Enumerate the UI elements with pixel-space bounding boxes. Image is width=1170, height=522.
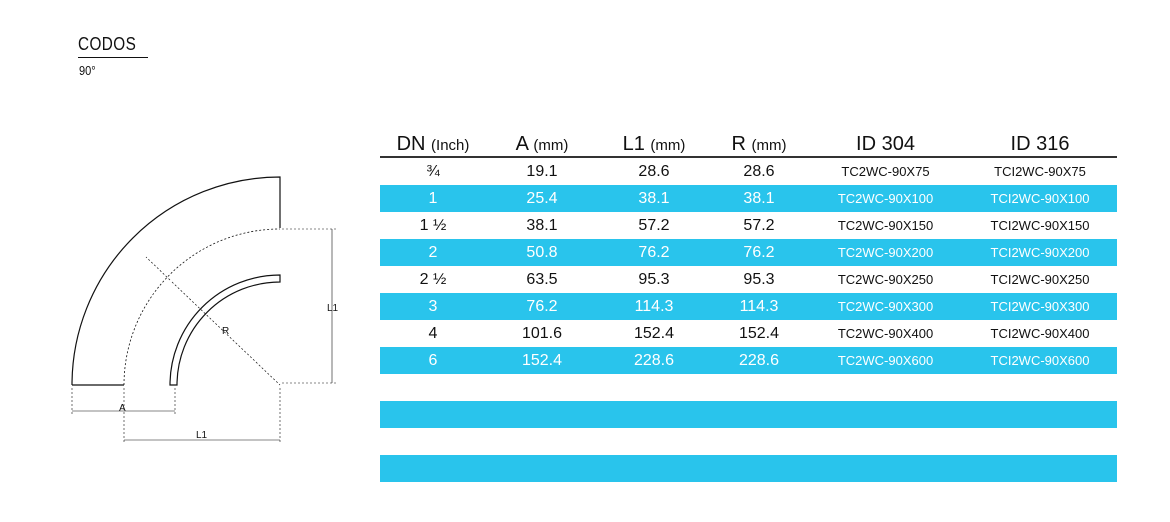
cell-a: 76.2	[486, 293, 598, 320]
title-underline	[78, 57, 148, 58]
cell-a: 152.4	[486, 347, 598, 374]
cell-r: 57.2	[743, 216, 775, 234]
cell-r: 152.4	[738, 324, 780, 342]
cell-id316: TCI2WC-90X300	[963, 293, 1117, 320]
cell-id304: TC2WC-90X150	[837, 218, 934, 233]
cell-id304: TC2WC-90X300	[808, 293, 963, 320]
header-id316: ID 316	[963, 132, 1117, 158]
header-r: R (mm)	[710, 132, 808, 158]
table-row-empty	[380, 428, 1117, 455]
cell-r: 228.6	[710, 347, 808, 374]
dim-l1-bottom-label: L1	[196, 430, 208, 441]
table-row: 1 ½ 38.1 57.2 57.2 TC2WC-90X150 TCI2WC-9…	[380, 212, 1117, 239]
cell-id304: TC2WC-90X100	[808, 185, 963, 212]
table-row: ¾ 19.1 28.6 28.6 TC2WC-90X75 TCI2WC-90X7…	[380, 157, 1117, 185]
cell-dn: 3	[380, 293, 486, 320]
cell-l1: 114.3	[598, 293, 710, 320]
cell-a: 25.4	[486, 185, 598, 212]
cell-id316: TCI2WC-90X150	[990, 218, 1090, 233]
cell-dn: 6	[380, 347, 486, 374]
cell-l1: 152.4	[633, 324, 675, 342]
cell-l1: 228.6	[598, 347, 710, 374]
elbow-inner-wall	[169, 274, 281, 386]
header-id304: ID 304	[808, 132, 963, 158]
cell-id304: TC2WC-90X75	[841, 164, 930, 179]
cell-dn: 4	[428, 324, 438, 342]
cell-id304: TC2WC-90X600	[808, 347, 963, 374]
cell-id316: TCI2WC-90X75	[994, 164, 1086, 179]
cell-a: 101.6	[521, 324, 563, 342]
cell-id304: TC2WC-90X200	[808, 239, 963, 266]
radius-line-outer	[145, 256, 171, 281]
cell-r: 114.3	[710, 293, 808, 320]
cell-r: 38.1	[710, 185, 808, 212]
page-subtitle: 90°	[79, 63, 96, 78]
cell-a: 50.8	[486, 239, 598, 266]
radius-label: R	[222, 326, 229, 337]
page-title: CODOS	[78, 34, 137, 54]
cell-id316: TCI2WC-90X600	[963, 347, 1117, 374]
cell-id316: TCI2WC-90X250	[990, 272, 1090, 287]
radius-line	[171, 281, 281, 386]
cell-id316: TCI2WC-90X200	[963, 239, 1117, 266]
cell-l1: 38.1	[598, 185, 710, 212]
header-dn: DN (Inch)	[380, 132, 486, 158]
cell-r: 28.6	[743, 162, 775, 180]
cell-a: 19.1	[526, 162, 558, 180]
table-row: 6 152.4 228.6 228.6 TC2WC-90X600 TCI2WC-…	[380, 347, 1117, 374]
table-row-empty	[380, 455, 1117, 482]
cell-dn: 1 ½	[419, 216, 447, 234]
cell-l1: 95.3	[638, 270, 670, 288]
cell-r: 76.2	[710, 239, 808, 266]
cell-id304: TC2WC-90X250	[837, 272, 934, 287]
elbow-drawing: R L1 A L1	[71, 176, 339, 442]
dim-a-label: A	[119, 403, 126, 414]
cell-dn: ¾	[426, 162, 440, 180]
cell-l1: 57.2	[638, 216, 670, 234]
cell-l1: 76.2	[598, 239, 710, 266]
cell-dn: 1	[380, 185, 486, 212]
cell-id316: TCI2WC-90X400	[990, 326, 1090, 341]
table-row: 2 ½ 63.5 95.3 95.3 TC2WC-90X250 TCI2WC-9…	[380, 266, 1117, 293]
cell-l1: 28.6	[638, 162, 670, 180]
cell-id304: TC2WC-90X400	[837, 326, 934, 341]
table-row: 1 25.4 38.1 38.1 TC2WC-90X100 TCI2WC-90X…	[380, 185, 1117, 212]
elbow-outer-edge	[71, 176, 281, 386]
header-l1: L1 (mm)	[598, 132, 710, 158]
table-row: 4 101.6 152.4 152.4 TC2WC-90X400 TCI2WC-…	[380, 320, 1117, 347]
table-header-row: DN (Inch) A (mm) L1 (mm) R (mm) ID 304 I…	[380, 132, 1117, 158]
table-row-empty	[380, 374, 1117, 401]
cell-a: 63.5	[526, 270, 558, 288]
dim-l1-right-label: L1	[327, 303, 339, 314]
cell-id316: TCI2WC-90X100	[963, 185, 1117, 212]
header-a: A (mm)	[486, 132, 598, 158]
table-row: 3 76.2 114.3 114.3 TC2WC-90X300 TCI2WC-9…	[380, 293, 1117, 320]
cell-a: 38.1	[526, 216, 558, 234]
cell-r: 95.3	[743, 270, 775, 288]
cell-dn: 2	[380, 239, 486, 266]
spec-table: DN (Inch) A (mm) L1 (mm) R (mm) ID 304 I…	[380, 132, 1117, 482]
table-row: 2 50.8 76.2 76.2 TC2WC-90X200 TCI2WC-90X…	[380, 239, 1117, 266]
table-row-empty	[380, 401, 1117, 428]
cell-dn: 2 ½	[419, 270, 447, 288]
